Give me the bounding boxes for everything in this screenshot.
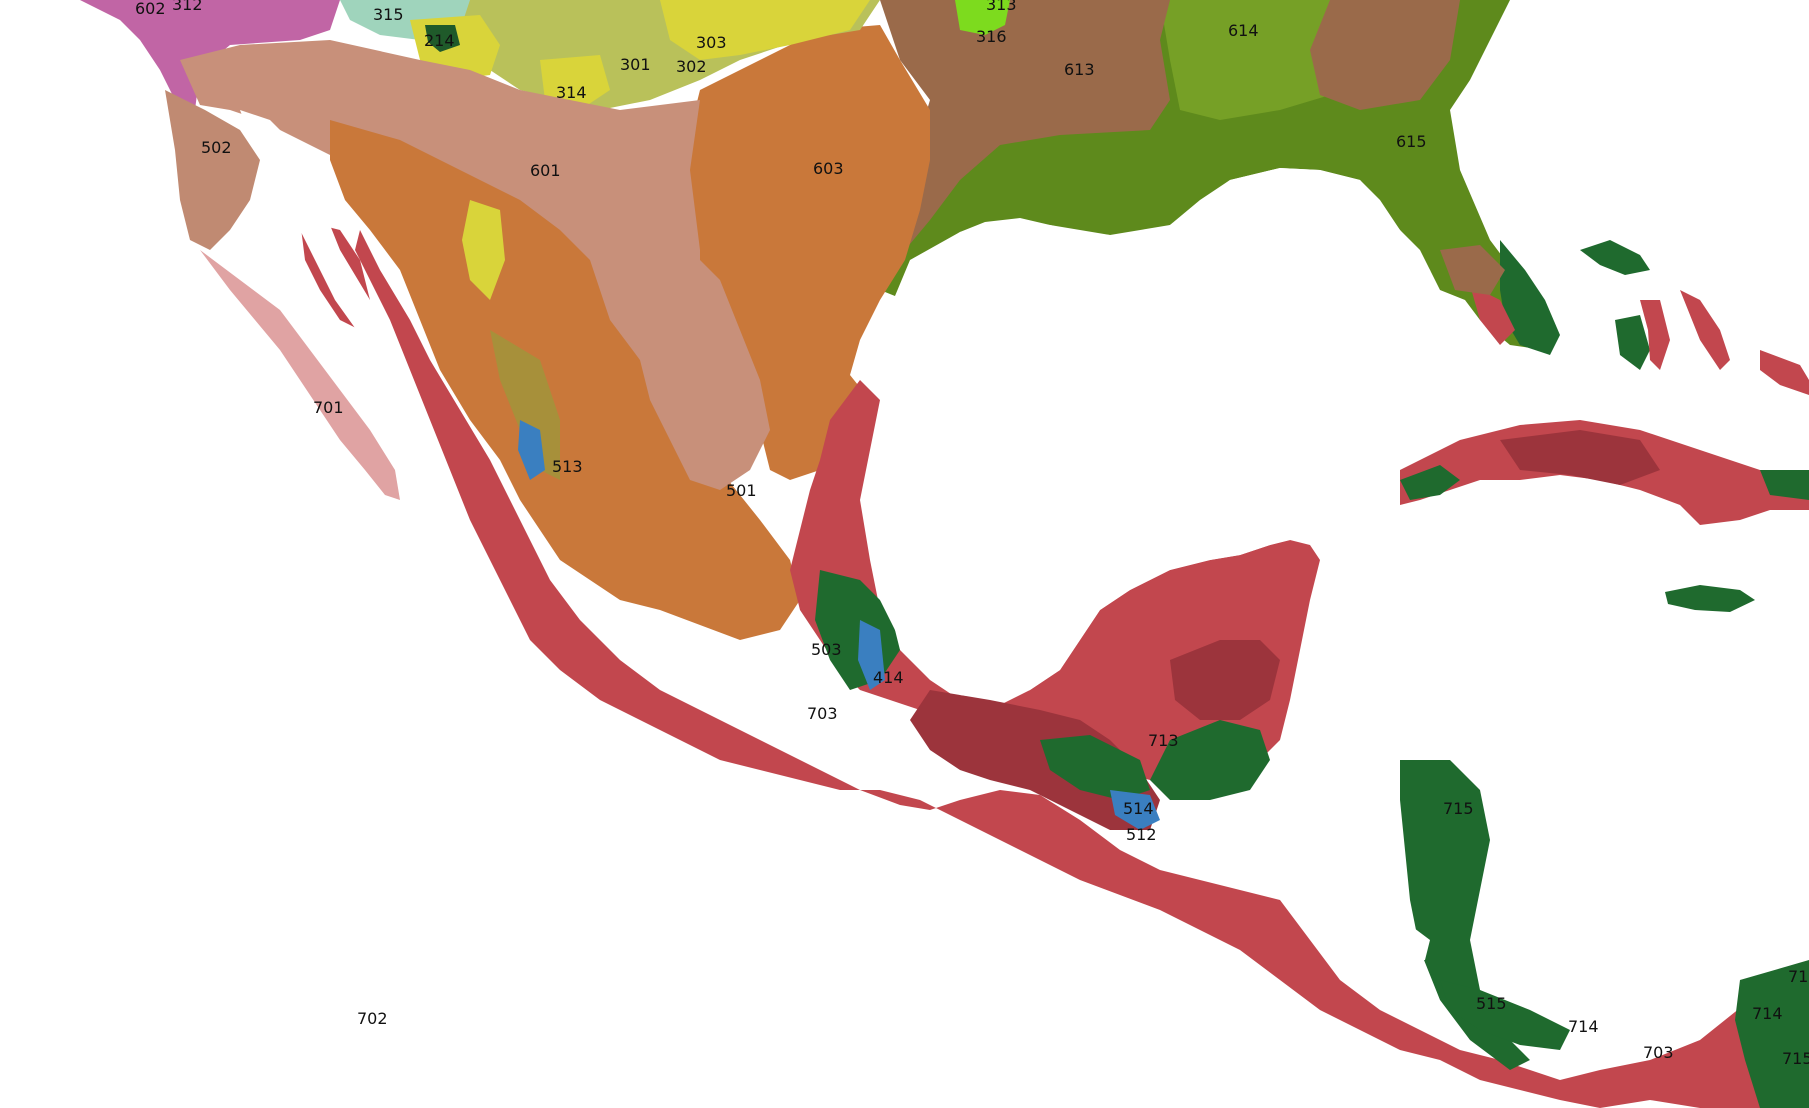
label-414: 414 xyxy=(873,668,904,687)
region-bahamas-3 xyxy=(1640,300,1670,370)
label-715-honduras: 715 xyxy=(1443,799,1474,818)
label-501: 501 xyxy=(726,481,757,500)
label-714-east: 714 xyxy=(1752,1004,1783,1023)
region-714-green xyxy=(1440,980,1570,1050)
label-515: 515 xyxy=(1476,994,1507,1013)
label-502: 502 xyxy=(201,138,232,157)
region-713 xyxy=(910,690,1160,830)
label-316: 316 xyxy=(976,27,1007,46)
label-702: 702 xyxy=(357,1009,388,1028)
label-714-central: 714 xyxy=(1568,1017,1599,1036)
label-312: 312 xyxy=(172,0,203,14)
label-601: 601 xyxy=(530,161,561,180)
region-bahamas-2 xyxy=(1615,315,1650,370)
region-cuba-dark xyxy=(1500,430,1660,485)
region-514-green xyxy=(1040,735,1150,800)
label-303: 303 xyxy=(696,33,727,52)
region-jamaica xyxy=(1665,585,1755,612)
region-east-green xyxy=(1735,960,1809,1108)
label-513: 513 xyxy=(552,457,583,476)
label-614: 614 xyxy=(1228,21,1259,40)
region-316 xyxy=(955,0,1010,35)
gulf-of-california xyxy=(240,110,385,340)
region-715 xyxy=(1400,760,1530,1070)
label-713: 713 xyxy=(1148,731,1179,750)
gulf-of-mexico xyxy=(870,168,1440,700)
region-bahamas xyxy=(1580,240,1650,275)
region-bahamas-4 xyxy=(1680,290,1730,370)
region-414-blue xyxy=(858,620,885,690)
label-301: 301 xyxy=(620,55,651,74)
label-715-panama: 715 xyxy=(1782,1049,1809,1068)
region-bahamas-5 xyxy=(1760,350,1809,395)
region-613-east xyxy=(1310,0,1460,110)
region-502 xyxy=(165,90,260,250)
label-703-costa-rica: 703 xyxy=(1643,1043,1674,1062)
region-512-blue xyxy=(1110,790,1160,830)
label-503: 503 xyxy=(811,640,842,659)
label-512: 512 xyxy=(1126,825,1157,844)
label-602: 602 xyxy=(135,0,166,18)
region-plateau-olive xyxy=(490,330,560,480)
region-701 xyxy=(200,250,400,500)
region-513-blue xyxy=(518,420,545,480)
region-southeast-mexico-green xyxy=(1150,720,1270,800)
label-613: 613 xyxy=(1064,60,1095,79)
region-cuba-green-east xyxy=(1760,470,1809,500)
label-514: 514 xyxy=(1123,799,1154,818)
label-313: 313 xyxy=(986,0,1017,14)
label-615: 615 xyxy=(1396,132,1427,151)
region-florida-red xyxy=(1470,285,1515,345)
label-314: 314 xyxy=(556,83,587,102)
region-florida-brown xyxy=(1440,245,1505,295)
label-302: 302 xyxy=(676,57,707,76)
label-71-edge: 71 xyxy=(1788,967,1808,986)
region-613 xyxy=(880,0,1170,250)
region-303 xyxy=(660,0,870,60)
region-713-yucatan xyxy=(1170,640,1280,720)
label-214: 214 xyxy=(424,31,455,50)
region-314 xyxy=(540,55,610,110)
label-603: 603 xyxy=(813,159,844,178)
lake-nicaragua xyxy=(1380,925,1430,962)
region-214-dark xyxy=(425,25,460,52)
label-701: 701 xyxy=(313,398,344,417)
region-cuba-green xyxy=(1400,465,1460,500)
region-501 xyxy=(600,230,770,490)
region-florida-green xyxy=(1500,240,1560,355)
label-703-mexico: 703 xyxy=(807,704,838,723)
region-plateau-yellow xyxy=(462,200,505,300)
region-mexican-plateau xyxy=(330,120,800,640)
label-315: 315 xyxy=(373,5,404,24)
